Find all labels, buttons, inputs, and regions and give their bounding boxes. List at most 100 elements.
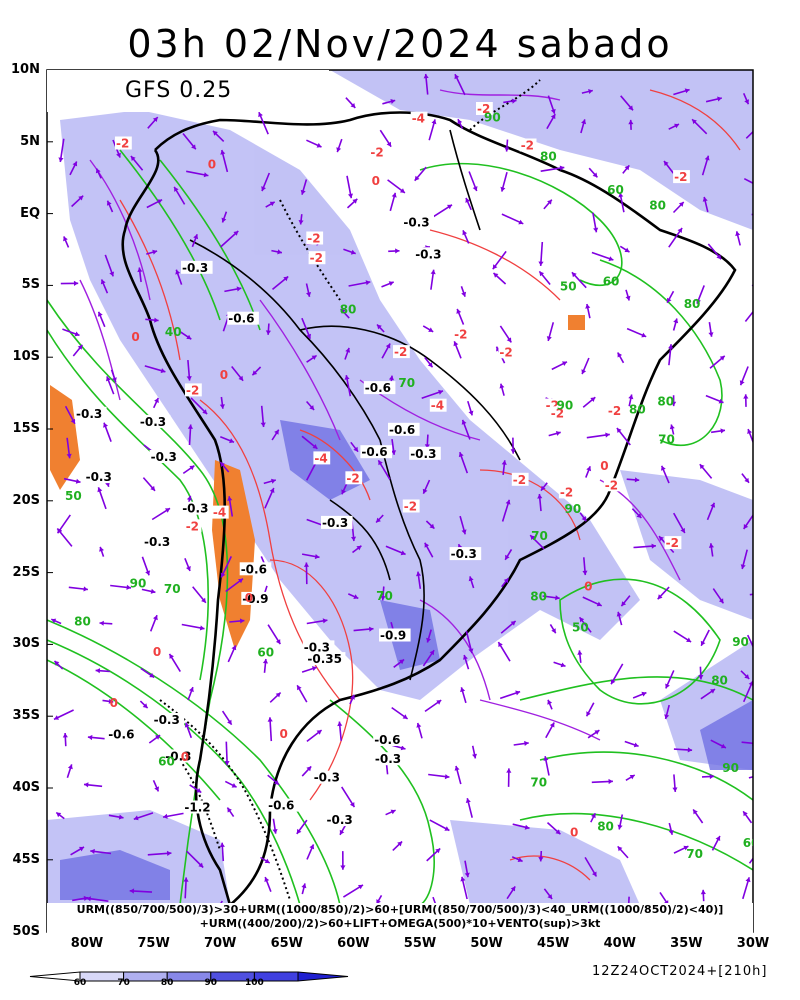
svg-text:-0.3: -0.3 xyxy=(322,516,348,530)
wind-arrow xyxy=(422,649,435,667)
svg-text:0: 0 xyxy=(153,645,161,659)
svg-text:70: 70 xyxy=(398,376,415,390)
urm-label: 70 xyxy=(530,776,547,790)
wind-arrow xyxy=(631,508,642,519)
wind-arrow xyxy=(628,119,634,130)
svg-text:-2: -2 xyxy=(513,473,526,487)
omega-label: -0.3 xyxy=(402,215,434,229)
wind-arrow xyxy=(700,688,716,700)
svg-text:80: 80 xyxy=(649,199,666,213)
wind-arrow xyxy=(571,271,587,289)
omega-label: -0.35 xyxy=(306,652,346,666)
urm-label: 50 xyxy=(560,280,577,294)
svg-text:60: 60 xyxy=(743,836,760,850)
wind-arrow xyxy=(148,734,161,744)
urm-label: 60 xyxy=(257,645,274,659)
wind-arrow xyxy=(668,227,683,248)
wind-arrow xyxy=(459,515,467,535)
wind-arrow xyxy=(633,543,656,549)
svg-text:70: 70 xyxy=(376,589,393,603)
wind-arrow xyxy=(657,586,670,600)
wind-arrow xyxy=(179,331,192,340)
svg-text:-2: -2 xyxy=(346,471,359,485)
wind-arrow xyxy=(139,700,149,709)
svg-text:70: 70 xyxy=(531,529,548,543)
wind-arrow xyxy=(429,819,450,832)
svg-text:-0.3: -0.3 xyxy=(415,247,441,261)
wind-arrow xyxy=(538,241,544,266)
lift-label: -4 xyxy=(211,506,229,520)
omega-label: -0.3 xyxy=(449,547,482,561)
wind-arrow xyxy=(87,734,105,741)
wind-arrow xyxy=(672,201,685,214)
wind-arrow xyxy=(341,483,348,495)
wind-arrow xyxy=(264,876,272,892)
lift-label: -2 xyxy=(369,145,387,160)
svg-text:-2: -2 xyxy=(608,404,621,418)
latitude-label: 35S xyxy=(12,708,40,724)
wind-arrow xyxy=(585,702,595,717)
svg-text:-4: -4 xyxy=(213,506,226,520)
wind-arrow xyxy=(743,177,753,185)
urm-label: 80 xyxy=(530,590,547,604)
wind-arrow xyxy=(68,586,88,592)
omega-label: -0.3 xyxy=(181,260,213,275)
urm-label: 70 xyxy=(686,847,703,861)
wind-arrow xyxy=(538,270,551,286)
legend-arrow-right xyxy=(297,971,349,982)
latitude-label: 10N xyxy=(11,62,40,77)
wind-arrow xyxy=(224,286,242,293)
wind-arrow xyxy=(742,810,753,824)
longitude-label: 50W xyxy=(470,936,503,951)
wind-arrow xyxy=(616,427,631,446)
wind-arrow xyxy=(145,317,159,323)
wind-arrow xyxy=(620,595,631,607)
svg-text:80: 80 xyxy=(657,395,674,409)
wind-arrow xyxy=(187,686,194,701)
omega-label: -0.6 xyxy=(227,311,259,326)
wind-arrow xyxy=(53,709,74,721)
wind-arrow xyxy=(189,784,202,794)
wind-arrow xyxy=(97,487,107,510)
wind-arrow xyxy=(173,186,186,205)
wind-arrow xyxy=(267,717,273,742)
lift-label: -2 xyxy=(519,138,537,153)
wind-arrow xyxy=(668,344,674,366)
wind-arrow xyxy=(72,895,89,902)
wind-arrow xyxy=(393,658,405,668)
lift-label: -2 xyxy=(345,471,363,485)
wind-arrow xyxy=(56,527,73,547)
svg-text:0: 0 xyxy=(110,696,118,710)
svg-text:-4: -4 xyxy=(412,112,425,126)
wind-arrow xyxy=(504,548,513,561)
svg-text:80: 80 xyxy=(74,615,91,629)
wind-arrow xyxy=(147,116,159,129)
lift-label: -4 xyxy=(313,451,331,465)
svg-text:80: 80 xyxy=(684,297,701,311)
wind-arrow xyxy=(151,507,171,521)
wind-arrow xyxy=(625,774,636,781)
svg-text:-0.3: -0.3 xyxy=(182,502,208,516)
wind-arrow xyxy=(540,165,565,172)
wind-arrow xyxy=(742,680,753,703)
wind-arrow xyxy=(428,119,437,141)
wind-arrow xyxy=(692,808,704,824)
wind-arrow xyxy=(735,231,741,246)
svg-text:60: 60 xyxy=(607,183,624,197)
wind-arrow xyxy=(375,514,384,524)
wind-arrow xyxy=(99,546,105,557)
wind-arrow xyxy=(260,856,271,864)
wind-arrow xyxy=(66,437,72,459)
wind-arrow xyxy=(301,317,312,340)
urm_zero-label: 0 xyxy=(280,727,288,741)
wind-arrow xyxy=(221,211,228,223)
wind-arrow xyxy=(389,192,397,212)
wind-arrow xyxy=(710,428,726,434)
omega-label: -0.6 xyxy=(360,445,392,459)
svg-text:-2: -2 xyxy=(186,383,199,397)
wind-arrow xyxy=(103,422,112,442)
lift-label: -4 xyxy=(429,398,447,413)
wind-arrow xyxy=(740,549,748,570)
wind-arrow xyxy=(296,684,308,703)
wind-arrow xyxy=(618,192,625,213)
